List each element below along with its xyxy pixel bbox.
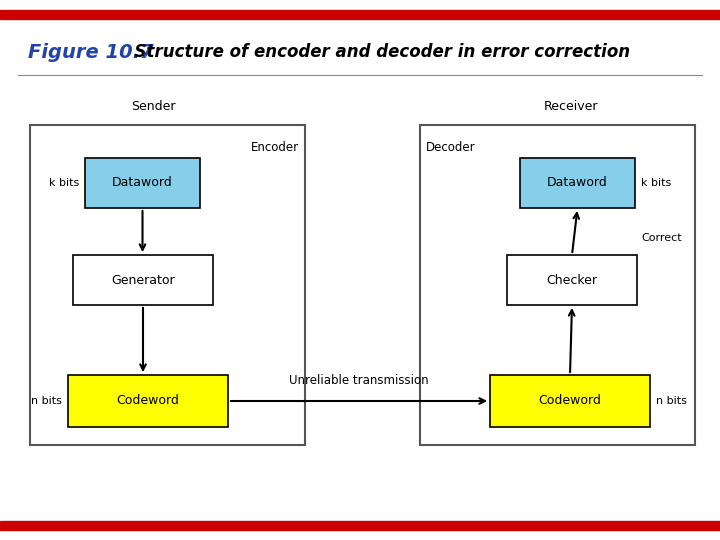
Text: Generator: Generator xyxy=(111,273,175,287)
FancyBboxPatch shape xyxy=(73,255,213,305)
Text: Unreliable transmission: Unreliable transmission xyxy=(289,374,429,387)
Text: Codeword: Codeword xyxy=(117,395,179,408)
FancyBboxPatch shape xyxy=(490,375,650,427)
Text: Decoder: Decoder xyxy=(426,141,476,154)
Text: Checker: Checker xyxy=(546,273,598,287)
Text: Figure 10.7: Figure 10.7 xyxy=(28,43,154,62)
Text: Encoder: Encoder xyxy=(251,141,299,154)
Text: Sender: Sender xyxy=(132,100,176,113)
FancyBboxPatch shape xyxy=(420,125,695,445)
Text: Receiver: Receiver xyxy=(544,100,598,113)
FancyBboxPatch shape xyxy=(30,125,305,445)
Bar xyxy=(0,10,720,19)
Text: n bits: n bits xyxy=(656,396,687,406)
Text: Correct: Correct xyxy=(641,233,682,243)
Text: Dataword: Dataword xyxy=(547,177,608,190)
Text: k bits: k bits xyxy=(49,178,79,188)
Text: Structure of encoder and decoder in error correction: Structure of encoder and decoder in erro… xyxy=(123,43,630,61)
Text: n bits: n bits xyxy=(31,396,62,406)
Text: Codeword: Codeword xyxy=(539,395,601,408)
Text: Dataword: Dataword xyxy=(112,177,173,190)
FancyBboxPatch shape xyxy=(520,158,635,208)
Text: k bits: k bits xyxy=(641,178,671,188)
FancyBboxPatch shape xyxy=(85,158,200,208)
Bar xyxy=(0,521,720,530)
FancyBboxPatch shape xyxy=(68,375,228,427)
FancyBboxPatch shape xyxy=(507,255,637,305)
